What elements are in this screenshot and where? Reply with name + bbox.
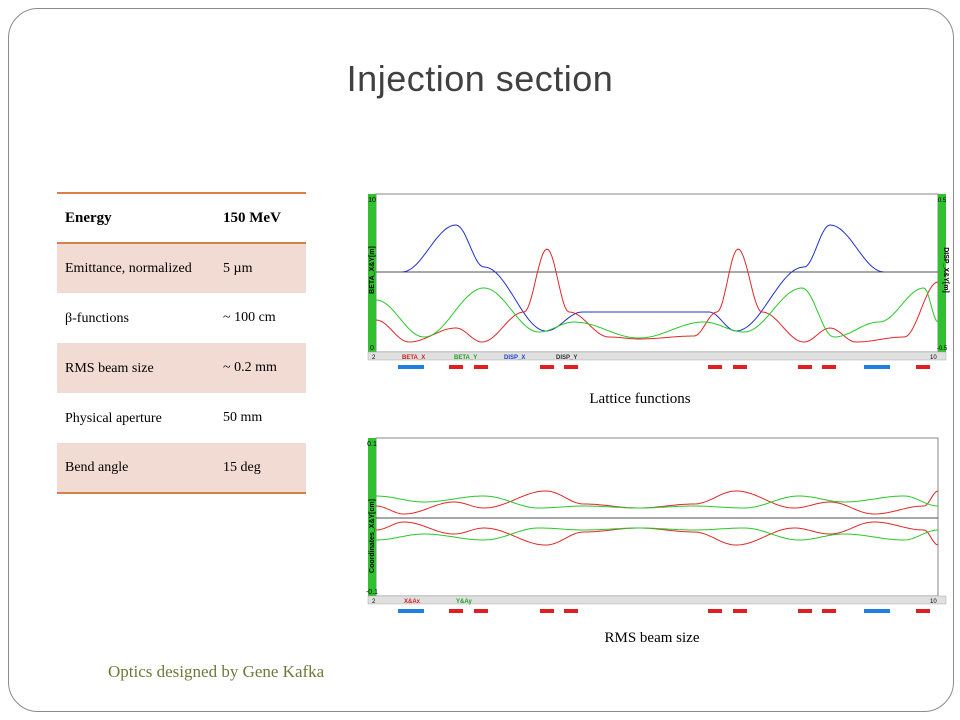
legend-x: X&Ax [404, 599, 421, 605]
plot-frame [375, 193, 939, 353]
quadrupole-marker [708, 609, 722, 613]
left-axis-label: Coordinates_X&Y[cm] [369, 499, 376, 573]
left-axis-strip [368, 438, 376, 596]
beam-y-upper-curve [376, 495, 939, 509]
legend-disp-x: DISP_X [504, 355, 525, 361]
quadrupole-marker [708, 365, 722, 369]
left-tick-bottom: -0.1 [366, 589, 378, 596]
beta-y-curve [375, 248, 939, 343]
bend-marker [864, 609, 890, 613]
lattice-element-bar [398, 365, 930, 369]
param-value: 50 mm [223, 410, 263, 425]
quadrupole-marker [474, 609, 488, 613]
legend-strip [367, 351, 947, 361]
quadrupole-marker [798, 365, 812, 369]
lattice-caption: Lattice functions [589, 391, 691, 407]
bend-marker [398, 609, 424, 613]
lattice-functions-plot: 10 0 0.5 -0.5 BETA_X&Y[m] DISP_X&Y[m] 2 … [367, 193, 949, 369]
beam-element-bar [398, 609, 930, 613]
left-tick-top: 10 [368, 197, 376, 204]
left-axis-label: BETA_X&Y[m] [369, 246, 376, 294]
param-label: RMS beam size [65, 360, 154, 376]
table-row: β-functions ~ 100 cm [57, 293, 306, 343]
quadrupole-marker [822, 365, 836, 369]
x-tick-start: 2 [372, 355, 376, 361]
param-value: 150 MeV [215, 192, 306, 244]
param-value: ~ 0.2 mm [223, 360, 277, 375]
param-label: Emittance, normalized [65, 261, 192, 276]
quadrupole-marker [916, 365, 930, 369]
table-row: Physical aperture 50 mm [57, 393, 306, 443]
right-tick-bottom: -0.5 [937, 346, 948, 352]
param-value: ~ 100 cm [223, 310, 276, 325]
x-tick-start: 2 [372, 599, 376, 605]
param-label: Physical aperture [65, 410, 162, 426]
quadrupole-marker [540, 609, 554, 613]
plot-frame [375, 437, 939, 597]
quadrupole-marker [798, 609, 812, 613]
legend-y: Y&Ay [456, 599, 472, 605]
quadrupole-marker [564, 609, 578, 613]
quadrupole-marker [822, 609, 836, 613]
quadrupole-marker [733, 609, 747, 613]
legend-beta-x: BETA_X [402, 355, 425, 361]
beam-caption: RMS beam size [604, 630, 700, 646]
left-tick-bottom: 0 [370, 345, 374, 352]
slide-title: Injection section [346, 58, 614, 99]
right-axis-label: DISP_X&Y[m] [942, 247, 949, 293]
bend-marker [398, 365, 424, 369]
credit-text: Optics designed by Gene Kafka [108, 662, 325, 681]
table-row: Bend angle 15 deg [57, 443, 306, 494]
quadrupole-marker [449, 609, 463, 613]
table-row: RMS beam size ~ 0.2 mm [57, 343, 306, 393]
param-label: Bend angle [57, 443, 215, 494]
x-tick-end: 10 [930, 599, 937, 605]
quadrupole-marker [564, 365, 578, 369]
disp-x-curve [375, 287, 939, 339]
left-axis-strip [368, 194, 376, 352]
beta-x-curve [401, 224, 885, 332]
beam-y-lower-curve [376, 527, 939, 541]
table-header-row: Energy 150 MeV [57, 192, 306, 244]
quadrupole-marker [449, 365, 463, 369]
x-tick-end: 10 [930, 355, 937, 361]
bend-marker [864, 365, 890, 369]
table-row: Emittance, normalized 5 µm [57, 243, 306, 293]
param-label: Energy [57, 192, 215, 244]
parameters-table: Energy 150 MeV Emittance, normalized 5 µ… [57, 192, 306, 494]
left-tick-top: 0.1 [367, 441, 377, 448]
quadrupole-marker [540, 365, 554, 369]
legend-disp-y: DISP_Y [556, 355, 577, 361]
param-value: 15 deg [215, 443, 306, 494]
right-axis-strip [938, 194, 946, 352]
right-tick-top: 0.5 [938, 198, 947, 204]
legend-beta-y: BETA_Y [454, 355, 477, 361]
beam-size-plot: 0.1 -0.1 Coordinates_X&Y[cm] 2 10 X&Ax Y… [366, 437, 947, 613]
quadrupole-marker [733, 365, 747, 369]
param-label: β-functions [65, 310, 129, 326]
quadrupole-marker [474, 365, 488, 369]
legend-strip [367, 595, 947, 605]
param-value: 5 µm [223, 260, 253, 276]
quadrupole-marker [916, 609, 930, 613]
